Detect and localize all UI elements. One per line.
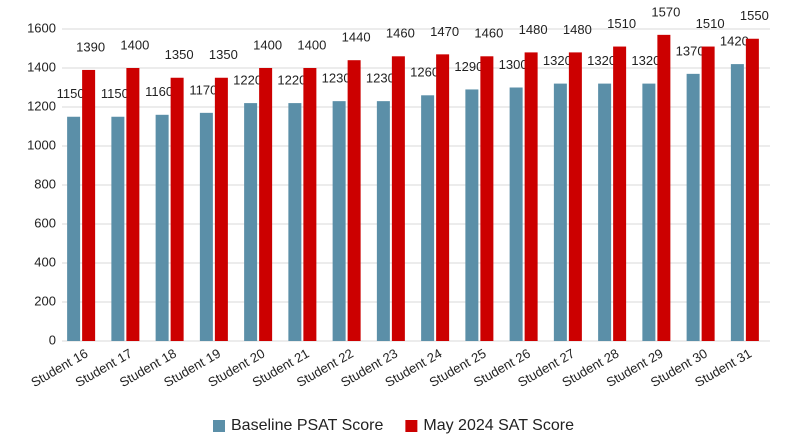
bar xyxy=(126,68,140,341)
value-label: 1320 xyxy=(543,53,572,68)
bar xyxy=(111,116,125,341)
value-label: 1420 xyxy=(720,34,749,49)
value-label: 1480 xyxy=(519,22,548,37)
bar xyxy=(465,89,479,341)
value-label: 1220 xyxy=(233,73,262,88)
y-tick-label: 800 xyxy=(34,176,56,191)
y-tick-label: 0 xyxy=(49,332,56,347)
value-label: 1390 xyxy=(76,39,105,54)
bar xyxy=(598,83,612,341)
bar xyxy=(642,83,656,341)
value-label: 1150 xyxy=(57,86,85,101)
legend-label: Baseline PSAT Score xyxy=(231,417,383,434)
bar xyxy=(613,46,627,342)
bar xyxy=(657,34,671,341)
bar xyxy=(347,60,361,341)
bar xyxy=(745,38,759,341)
legend-swatch xyxy=(213,420,225,432)
bar xyxy=(376,101,390,342)
legend-label: May 2024 SAT Score xyxy=(423,417,574,434)
value-label: 1550 xyxy=(740,8,769,23)
bar xyxy=(480,56,494,342)
y-tick-label: 1400 xyxy=(27,59,56,74)
value-label: 1220 xyxy=(277,73,306,88)
bar xyxy=(509,87,523,341)
value-label: 1400 xyxy=(297,37,326,52)
bar xyxy=(730,64,744,341)
y-tick-label: 1600 xyxy=(27,20,56,35)
value-label: 1350 xyxy=(165,47,194,62)
bar xyxy=(67,116,81,341)
value-label: 1230 xyxy=(322,71,351,86)
value-label: 1400 xyxy=(120,37,149,52)
bar xyxy=(214,77,228,341)
bar xyxy=(259,68,273,341)
bar xyxy=(288,103,302,341)
bar xyxy=(701,46,715,342)
y-tick-label: 1200 xyxy=(27,98,56,113)
value-label: 1160 xyxy=(145,84,173,99)
value-label: 1370 xyxy=(676,43,705,58)
value-label: 1260 xyxy=(410,65,439,80)
bar xyxy=(199,112,213,341)
value-label: 1350 xyxy=(209,47,238,62)
y-tick-label: 200 xyxy=(34,293,56,308)
bar xyxy=(391,56,405,342)
bar xyxy=(332,101,346,342)
bar xyxy=(303,68,317,341)
y-tick-label: 400 xyxy=(34,254,56,269)
value-label: 1290 xyxy=(454,59,483,74)
value-label: 1570 xyxy=(651,4,680,19)
bar xyxy=(170,77,184,341)
bar xyxy=(155,114,169,341)
value-label: 1480 xyxy=(563,22,592,37)
y-tick-label: 600 xyxy=(34,215,56,230)
bar xyxy=(436,54,450,341)
bar xyxy=(244,103,258,341)
value-label: 1300 xyxy=(499,57,528,72)
value-label: 1230 xyxy=(366,71,395,86)
value-label: 1460 xyxy=(474,26,503,41)
value-label: 1320 xyxy=(587,53,616,68)
bar xyxy=(524,52,538,342)
value-label: 1400 xyxy=(253,37,282,52)
bar xyxy=(686,73,700,341)
value-label: 1150 xyxy=(101,86,129,101)
value-label: 1510 xyxy=(696,16,725,31)
value-label: 1460 xyxy=(386,26,415,41)
bar xyxy=(553,83,567,341)
y-tick-label: 1000 xyxy=(27,137,56,152)
legend-swatch xyxy=(405,420,418,432)
bar xyxy=(82,69,96,341)
value-label: 1440 xyxy=(342,30,371,45)
bar xyxy=(421,95,435,341)
value-label: 1470 xyxy=(430,24,459,39)
value-label: 1170 xyxy=(189,82,217,97)
value-label: 1320 xyxy=(631,53,660,68)
value-label: 1510 xyxy=(607,16,636,31)
bar xyxy=(568,52,582,342)
